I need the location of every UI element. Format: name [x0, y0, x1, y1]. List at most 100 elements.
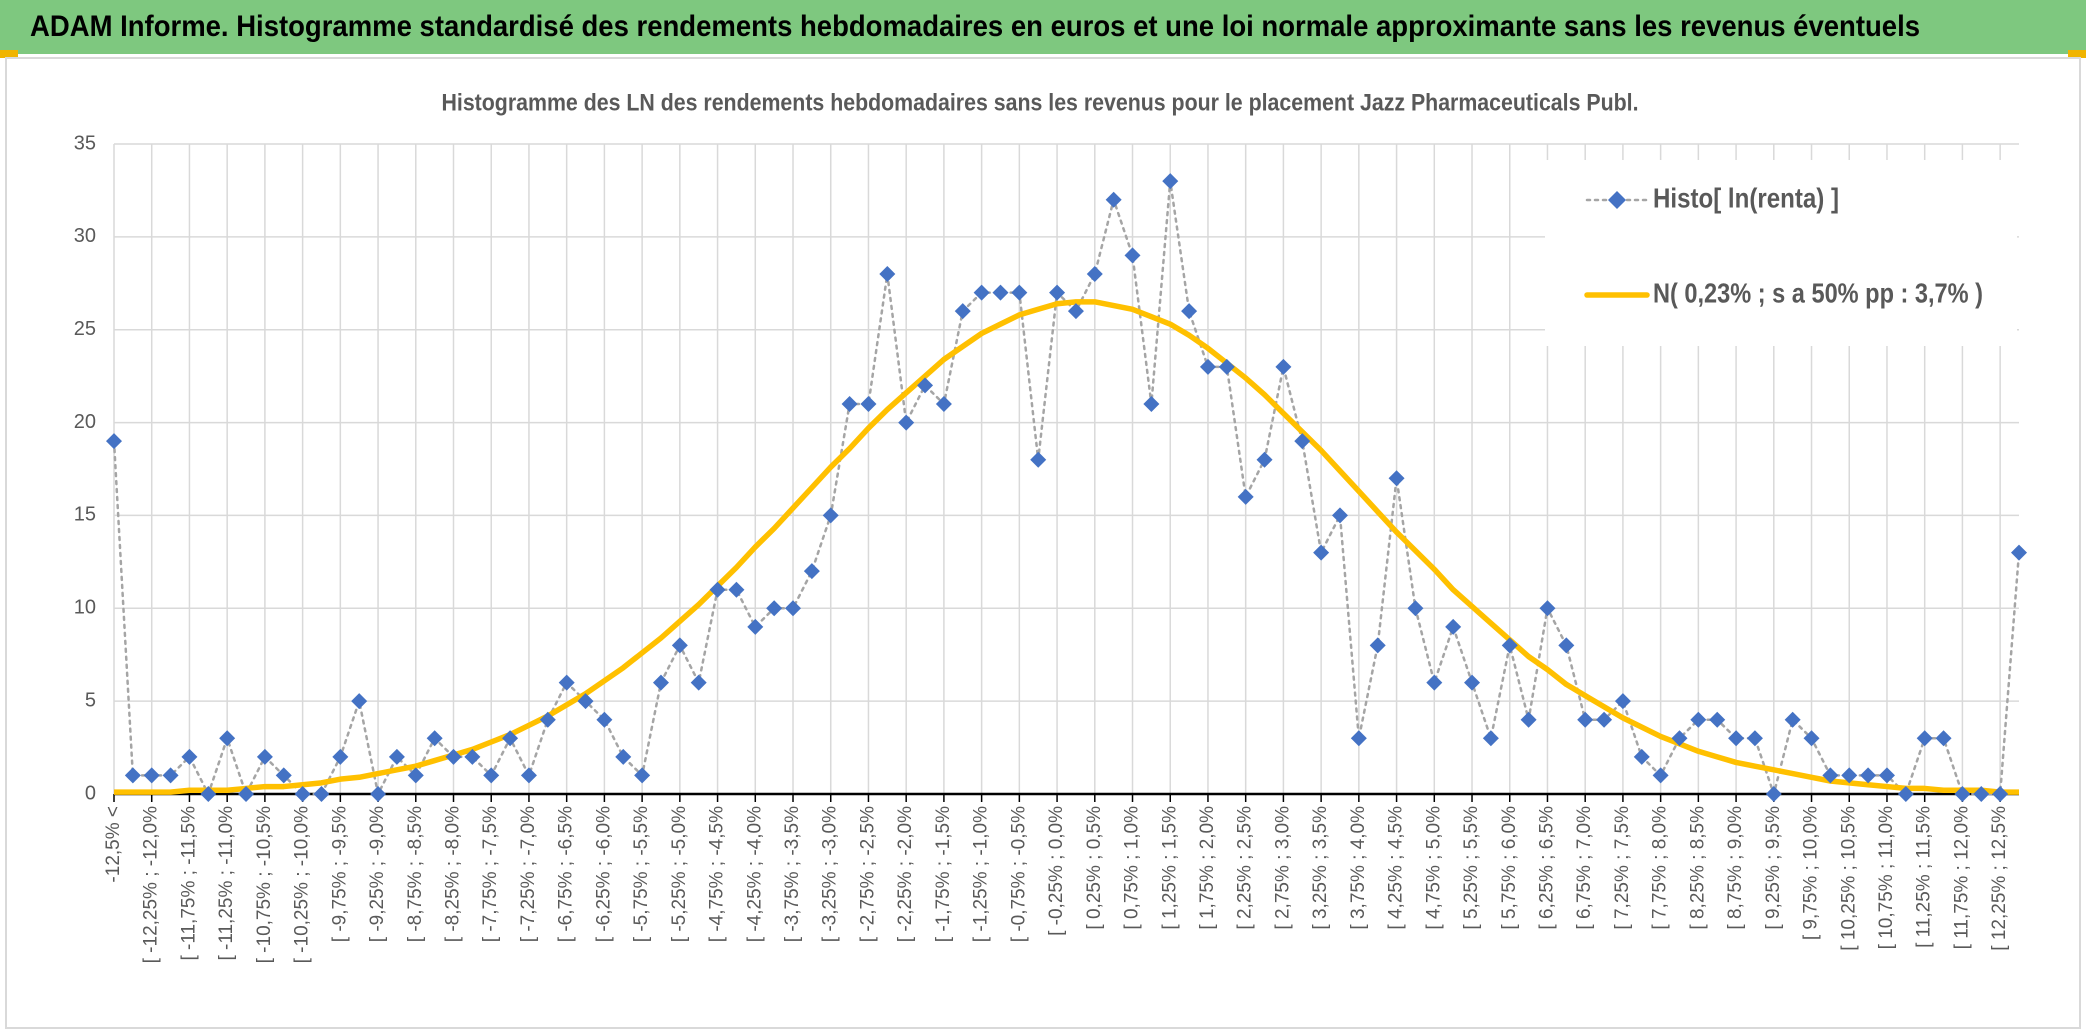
y-tick-label: 25 [74, 318, 96, 340]
data-point [1256, 451, 1273, 468]
data-point [238, 786, 255, 802]
x-tick-label: [ -7,25% ; -7,0% [518, 806, 539, 942]
data-point [539, 711, 556, 728]
data-point [1558, 637, 1575, 654]
x-tick-label: [ 6,75% ; 7,0% [1574, 806, 1595, 930]
data-point [1030, 451, 1047, 468]
data-point [1746, 730, 1763, 747]
data-point [992, 284, 1009, 301]
data-point [370, 786, 387, 802]
data-point [1973, 786, 1990, 802]
data-point [577, 693, 594, 710]
data-point [973, 284, 990, 301]
data-point [106, 433, 122, 450]
data-point [275, 767, 292, 784]
data-point [879, 266, 896, 282]
data-point [1464, 674, 1481, 691]
corner-mark [0, 50, 18, 58]
data-point [1577, 711, 1594, 728]
data-point [1426, 674, 1443, 691]
data-point [917, 377, 934, 394]
data-point [1369, 637, 1386, 654]
x-tick-label: [ 4,75% ; 5,0% [1423, 806, 1444, 930]
x-tick-label: [ -8,75% ; -8,5% [405, 806, 426, 942]
data-point [143, 767, 160, 784]
data-point [124, 767, 141, 784]
x-tick-label: [ 4,25% ; 4,5% [1386, 806, 1407, 930]
x-tick-label: [ 3,75% ; 4,0% [1348, 806, 1369, 930]
data-point [483, 767, 500, 784]
data-point [162, 767, 179, 784]
data-point [1728, 730, 1745, 747]
x-tick-label: [ 10,75% ; 11,0% [1876, 806, 1897, 949]
data-point [1520, 711, 1537, 728]
data-point [1237, 488, 1254, 505]
x-tick-label: [ -2,25% ; -2,0% [895, 806, 916, 942]
y-tick-label: 35 [74, 132, 96, 154]
x-tick-label: [ 0,75% ; 1,0% [1122, 806, 1143, 930]
data-point [1652, 767, 1669, 784]
x-tick-label: [ 8,25% ; 8,5% [1687, 806, 1708, 930]
x-tick-label: [ -8,25% ; -8,0% [443, 806, 464, 942]
data-point [1445, 618, 1462, 635]
x-tick-label: [ -3,25% ; -3,0% [820, 806, 841, 942]
data-point [558, 674, 575, 691]
data-point [1596, 711, 1613, 728]
legend-box [1545, 160, 2017, 346]
data-point [1331, 507, 1348, 524]
x-tick-label: [ 5,25% ; 5,5% [1461, 806, 1482, 930]
y-tick-label: 20 [74, 411, 96, 433]
data-point [1294, 433, 1311, 450]
legend-marker [1608, 191, 1626, 209]
y-tick-label: 0 [85, 782, 96, 804]
data-point [634, 767, 651, 784]
data-point [1841, 767, 1858, 784]
data-point [1086, 266, 1103, 282]
data-point [747, 618, 764, 635]
data-point [351, 693, 368, 710]
corner-mark [2068, 50, 2086, 58]
x-tick-label: [ 6,25% ; 6,5% [1536, 806, 1557, 930]
x-tick-label: [ -1,75% ; -1,5% [933, 806, 954, 942]
data-point [1897, 786, 1914, 802]
x-tick-label: [ -6,25% ; -6,0% [593, 806, 614, 942]
x-tick-label: [ -1,25% ; -1,0% [971, 806, 992, 942]
x-tick-label: [ -4,25% ; -4,0% [744, 806, 765, 942]
y-tick-label: 15 [74, 504, 96, 526]
legend: Histo[ ln(renta) ] N( 0,23% ; s a 50% pp … [1545, 160, 2017, 346]
data-point [1916, 730, 1933, 747]
x-tick-label: [ 2,25% ; 2,5% [1235, 806, 1256, 930]
data-point [615, 748, 632, 765]
x-tick-label: [ -12,25% ; -12,0% [141, 806, 162, 963]
data-point [1275, 358, 1292, 375]
x-tick-label: [ 8,75% ; 9,0% [1725, 806, 1746, 930]
data-point [502, 730, 519, 747]
x-tick-label: [ 11,25% ; 11,5% [1914, 806, 1935, 948]
data-point [1067, 303, 1084, 320]
data-point [1803, 730, 1820, 747]
data-point [954, 303, 971, 320]
legend-label: Histo[ ln(renta) ] [1653, 182, 1839, 213]
grid: 0 5 10 15 20 25 30 35 -12,5% < [ -12,25% ; -12,0%… [74, 132, 2019, 963]
data-point [1860, 767, 1877, 784]
legend-label: N( 0,23% ; s a 50% pp : 3,7% ) [1653, 277, 1983, 308]
data-point [2011, 544, 2027, 561]
x-tick-label: [ 3,25% ; 3,5% [1310, 806, 1331, 930]
data-point [1049, 284, 1066, 301]
data-point [1878, 767, 1895, 784]
header-title: ADAM Informe. Histogramme standardisé de… [30, 10, 1920, 43]
data-point [1105, 191, 1122, 208]
data-point [1407, 600, 1424, 617]
data-point [445, 748, 462, 765]
data-point [426, 730, 443, 747]
x-tick-label: [ 2,75% ; 3,0% [1272, 806, 1293, 930]
data-point [652, 674, 669, 691]
x-tick-label: -12,5% < [103, 806, 124, 883]
data-point [671, 637, 688, 654]
data-point [803, 563, 820, 580]
x-tick-label: [ -0,25% ; 0,0% [1046, 806, 1067, 936]
data-point [200, 786, 217, 802]
data-point [464, 748, 481, 765]
data-point [709, 581, 726, 598]
